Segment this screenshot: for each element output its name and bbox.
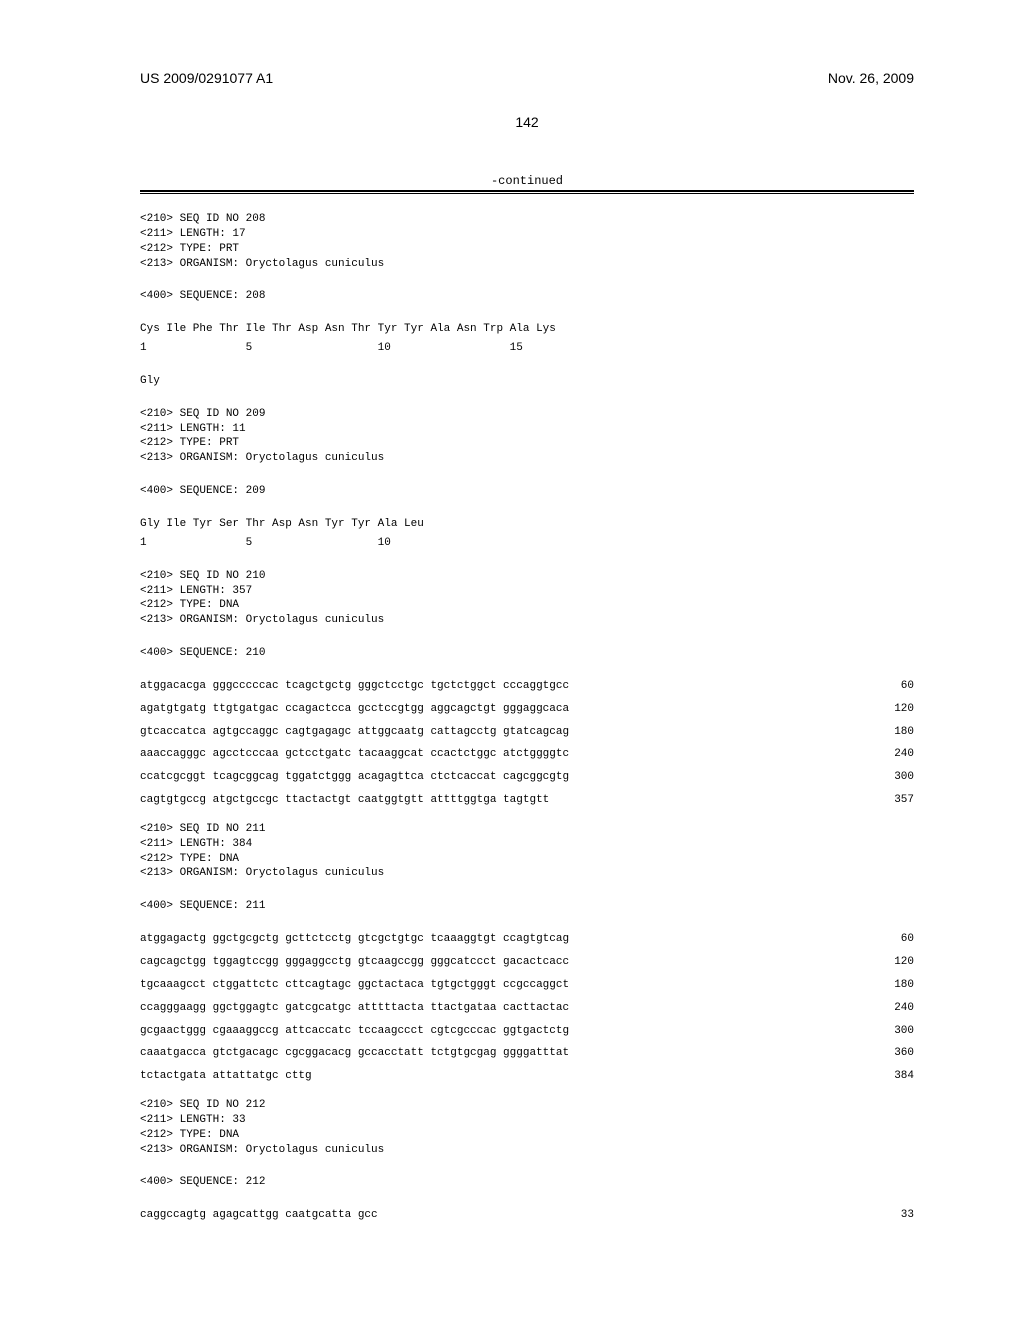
seq-210-header: <210> SEQ ID NO 210 <211> LENGTH: 357 <2… (140, 569, 914, 628)
seq-210-l1: atggacacga gggcccccac tcagctgctg gggctcc… (140, 679, 914, 694)
seq-211-l2: cagcagctgg tggagtccgg gggaggcctg gtcaagc… (140, 955, 914, 970)
seq-210-label: <400> SEQUENCE: 210 (140, 646, 914, 661)
seq-210-l2: agatgtgatg ttgtgatgac ccagactcca gcctccg… (140, 702, 914, 717)
seq-208-header: <210> SEQ ID NO 208 <211> LENGTH: 17 <21… (140, 212, 914, 271)
seq-211-l3: tgcaaagcct ctggattctc cttcagtagc ggctact… (140, 978, 914, 993)
seq-210-l6: cagtgtgccg atgctgccgc ttactactgt caatggt… (140, 793, 914, 808)
seq-212-l1: caggccagtg agagcattgg caatgcatta gcc 33 (140, 1208, 914, 1223)
seq-211-l5: gcgaactggg cgaaaggccg attcaccatc tccaagc… (140, 1024, 914, 1039)
seq-211-header: <210> SEQ ID NO 211 <211> LENGTH: 384 <2… (140, 822, 914, 881)
publication-number: US 2009/0291077 A1 (140, 70, 273, 86)
seq-210-l5: ccatcgcggt tcagcggcag tggatctggg acagagt… (140, 770, 914, 785)
seq-212-header: <210> SEQ ID NO 212 <211> LENGTH: 33 <21… (140, 1098, 914, 1157)
seq-210-l3: gtcaccatca agtgccaggc cagtgagagc attggca… (140, 725, 914, 740)
seq-208-line1: Cys Ile Phe Thr Ile Thr Asp Asn Thr Tyr … (140, 322, 914, 337)
seq-209-line1: Gly Ile Tyr Ser Thr Asp Asn Tyr Tyr Ala … (140, 517, 914, 532)
seq-211-l4: ccagggaagg ggctggagtc gatcgcatgc attttta… (140, 1001, 914, 1016)
publication-date: Nov. 26, 2009 (828, 70, 914, 86)
page: US 2009/0291077 A1 Nov. 26, 2009 142 -co… (0, 0, 1024, 1320)
seq-208-label: <400> SEQUENCE: 208 (140, 289, 914, 304)
seq-211-l6: caaatgacca gtctgacagc cgcggacacg gccacct… (140, 1046, 914, 1061)
seq-209-header: <210> SEQ ID NO 209 <211> LENGTH: 11 <21… (140, 407, 914, 466)
seq-211-label: <400> SEQUENCE: 211 (140, 899, 914, 914)
seq-209-nums: 1 5 10 (140, 536, 914, 551)
continued-label: -continued (140, 174, 914, 188)
rule-thin (140, 193, 914, 194)
seq-211-l1: atggagactg ggctgcgctg gcttctcctg gtcgctg… (140, 932, 914, 947)
page-header: US 2009/0291077 A1 Nov. 26, 2009 (140, 70, 914, 86)
page-number: 142 (140, 114, 914, 130)
seq-212-label: <400> SEQUENCE: 212 (140, 1175, 914, 1190)
rule-top (140, 190, 914, 192)
seq-209-label: <400> SEQUENCE: 209 (140, 484, 914, 499)
seq-210-l4: aaaccagggc agcctcccaa gctcctgatc tacaagg… (140, 747, 914, 762)
seq-211-l7: tctactgata attattatgc cttg 384 (140, 1069, 914, 1084)
seq-208-line2: Gly (140, 374, 914, 389)
seq-208-nums: 1 5 10 15 (140, 341, 914, 356)
